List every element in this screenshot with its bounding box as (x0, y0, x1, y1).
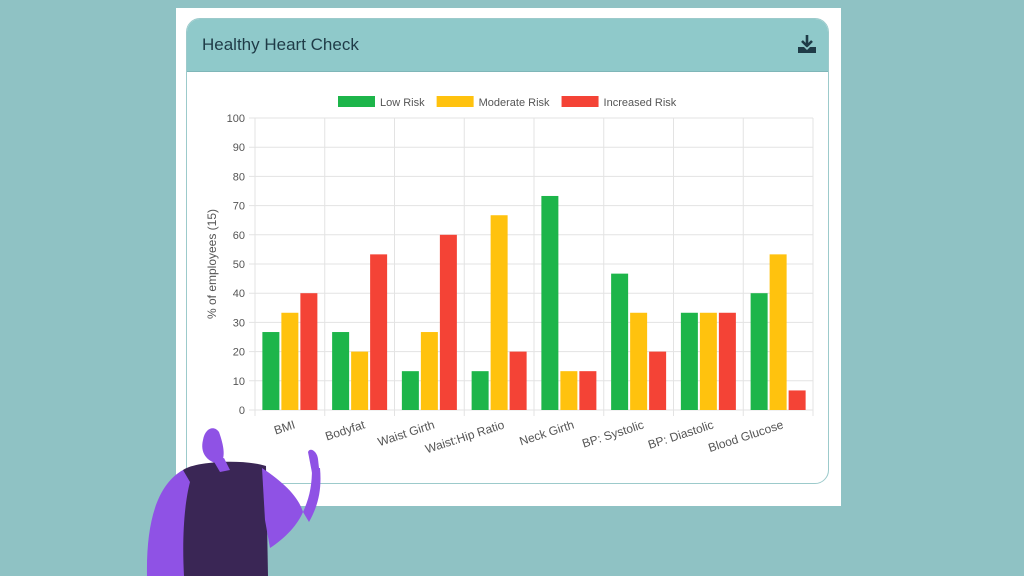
bar (560, 371, 578, 410)
chart-grid (249, 117, 814, 416)
bar (541, 195, 559, 410)
y-tick-label: 60 (233, 230, 245, 242)
card-header: Healthy Heart Check (187, 19, 828, 72)
legend-item[interactable]: Moderate Risk (436, 96, 550, 109)
y-tick-label: 50 (233, 259, 245, 271)
x-tick-label: BMI (272, 418, 297, 438)
bar (649, 351, 667, 410)
bar (750, 293, 768, 410)
legend-swatch (338, 96, 375, 107)
y-tick-label: 80 (233, 171, 245, 183)
download-button[interactable] (796, 33, 818, 55)
y-tick-label: 100 (227, 113, 245, 125)
bar (509, 351, 527, 410)
bar (281, 312, 299, 410)
bar (579, 371, 597, 410)
bar (351, 351, 369, 410)
bar (769, 254, 787, 410)
bar (680, 312, 698, 410)
y-tick-label: 10 (233, 376, 245, 388)
y-tick-label: 0 (239, 405, 245, 417)
bar (439, 234, 457, 410)
chart-bars (262, 195, 806, 410)
bar (471, 371, 489, 410)
bar (788, 390, 806, 410)
chart-legend[interactable]: Low Risk Moderate Risk Increased Risk (338, 96, 677, 109)
legend-item[interactable]: Low Risk (338, 96, 425, 109)
bar (370, 254, 388, 410)
bar (490, 215, 508, 410)
legend-label: Low Risk (380, 97, 425, 109)
bar (611, 273, 629, 410)
legend-swatch (436, 96, 474, 107)
card-title: Healthy Heart Check (202, 35, 359, 54)
y-tick-label: 90 (233, 142, 245, 154)
y-axis-title: % of employees (15) (205, 209, 219, 319)
legend-label: Moderate Risk (479, 97, 550, 109)
download-icon (798, 35, 816, 53)
bar (262, 332, 280, 410)
bar (420, 332, 438, 410)
y-tick-label: 20 (233, 347, 245, 359)
legend-label: Increased Risk (604, 97, 677, 109)
bar (332, 332, 350, 410)
bar (300, 293, 318, 410)
bar (630, 312, 648, 410)
y-tick-label: 40 (233, 288, 245, 300)
bar (718, 312, 736, 410)
bar (699, 312, 717, 410)
bar (401, 371, 419, 410)
legend-swatch (561, 96, 599, 107)
y-tick-label: 70 (233, 201, 245, 213)
legend-item[interactable]: Increased Risk (561, 96, 677, 109)
y-tick-label: 30 (233, 317, 245, 329)
